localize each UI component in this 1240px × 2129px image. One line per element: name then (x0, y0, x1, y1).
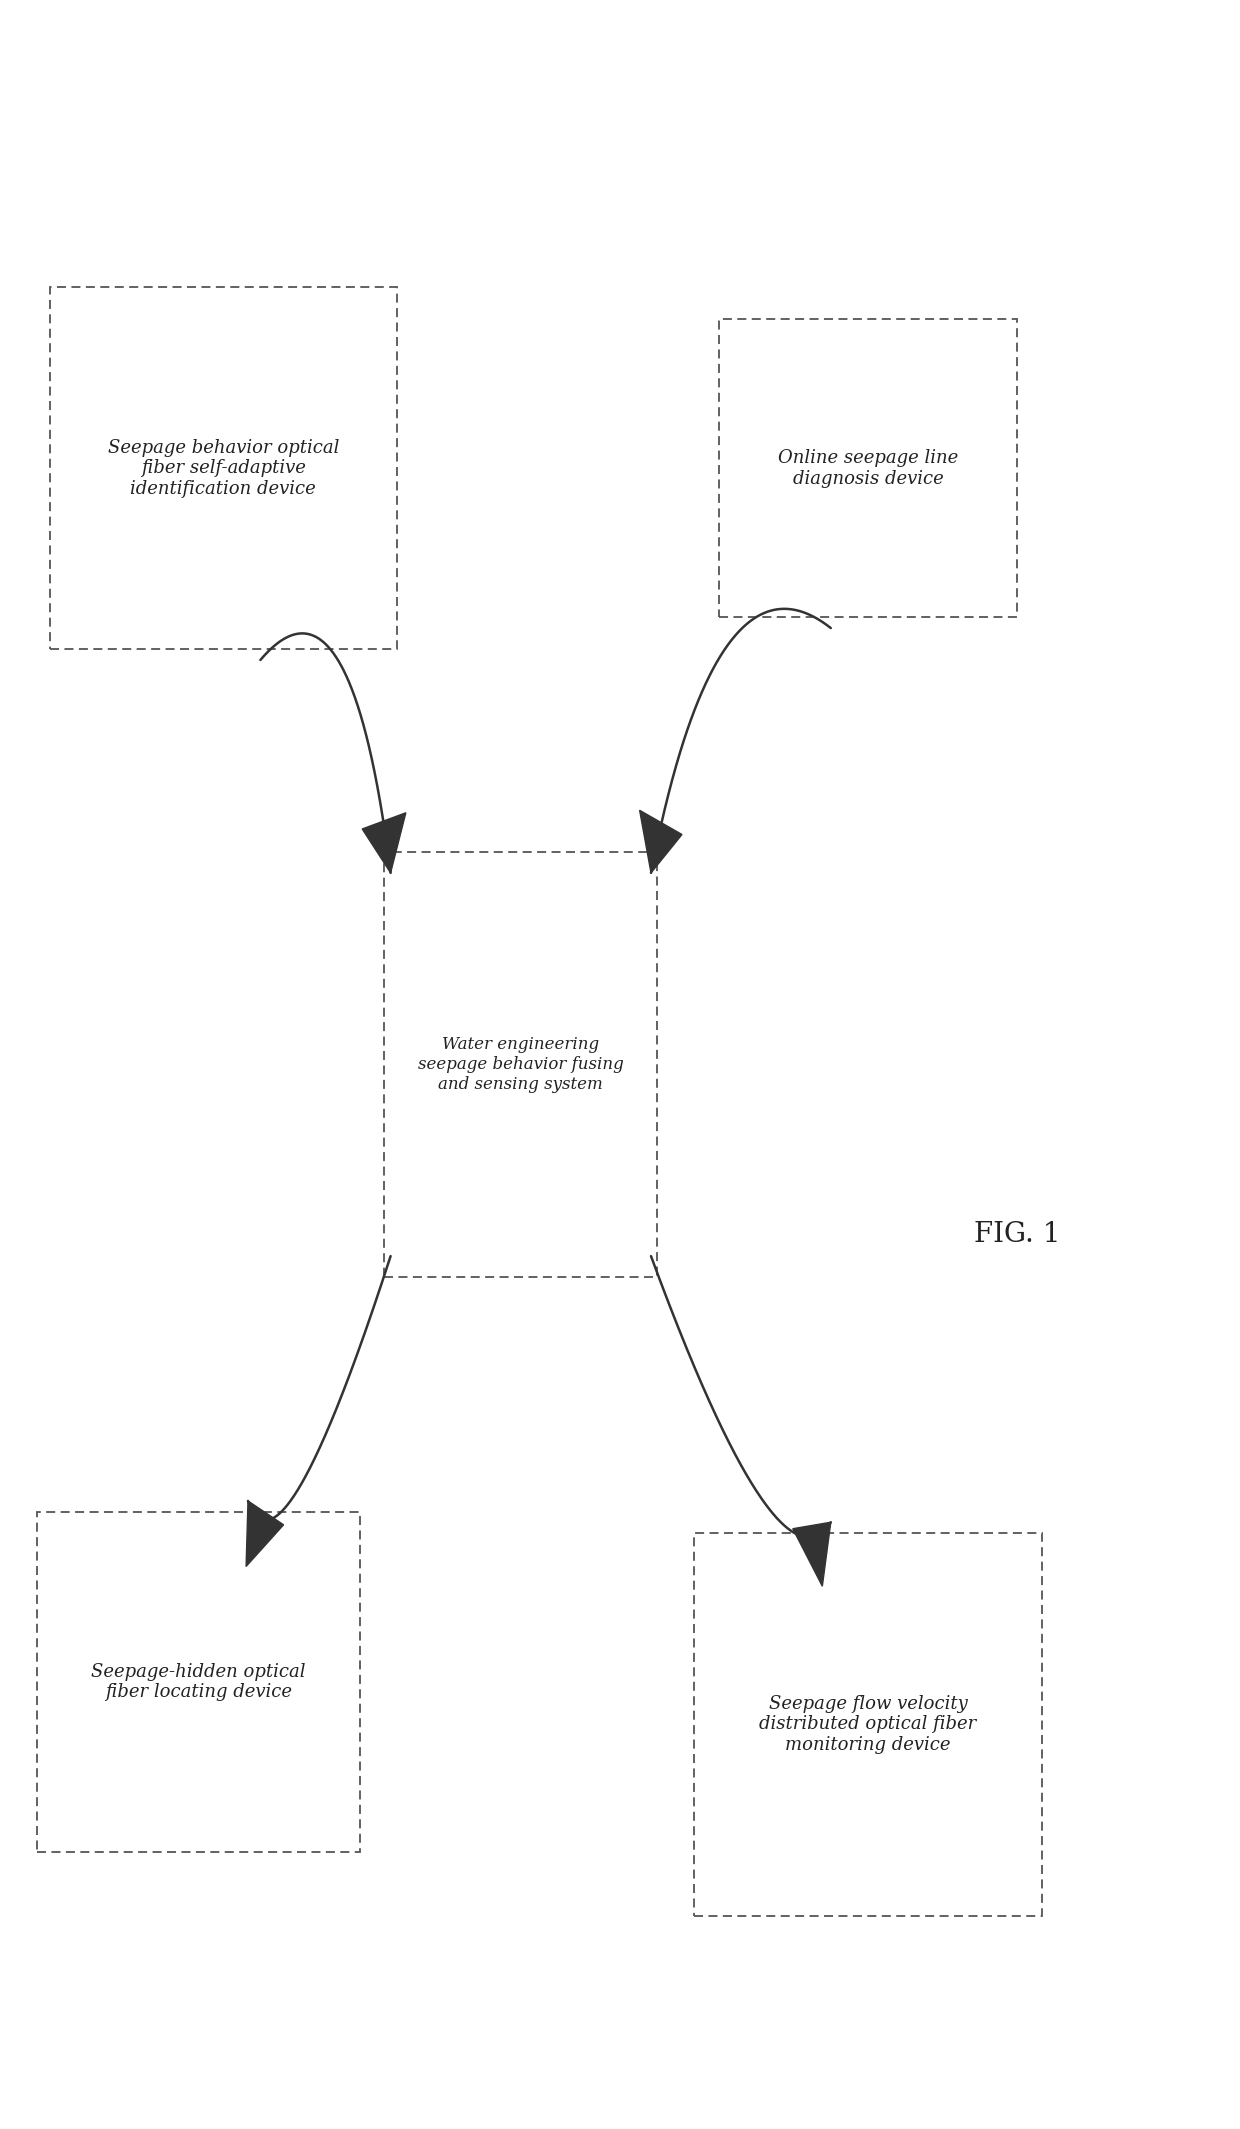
Text: Seepage behavior optical
fiber self-adaptive
identification device: Seepage behavior optical fiber self-adap… (108, 439, 339, 498)
Text: Water engineering
seepage behavior fusing
and sensing system: Water engineering seepage behavior fusin… (418, 1037, 624, 1092)
Text: Seepage-hidden optical
fiber locating device: Seepage-hidden optical fiber locating de… (92, 1663, 305, 1701)
FancyBboxPatch shape (719, 319, 1017, 617)
FancyBboxPatch shape (37, 1512, 360, 1852)
Polygon shape (362, 813, 405, 873)
Polygon shape (640, 811, 682, 873)
Text: Seepage flow velocity
distributed optical fiber
monitoring device: Seepage flow velocity distributed optica… (759, 1695, 977, 1754)
Text: Online seepage line
diagnosis device: Online seepage line diagnosis device (777, 449, 959, 488)
Polygon shape (792, 1522, 831, 1586)
FancyBboxPatch shape (384, 852, 657, 1277)
Text: FIG. 1: FIG. 1 (973, 1222, 1060, 1248)
FancyBboxPatch shape (694, 1533, 1042, 1916)
FancyBboxPatch shape (50, 287, 397, 649)
Polygon shape (246, 1501, 284, 1567)
